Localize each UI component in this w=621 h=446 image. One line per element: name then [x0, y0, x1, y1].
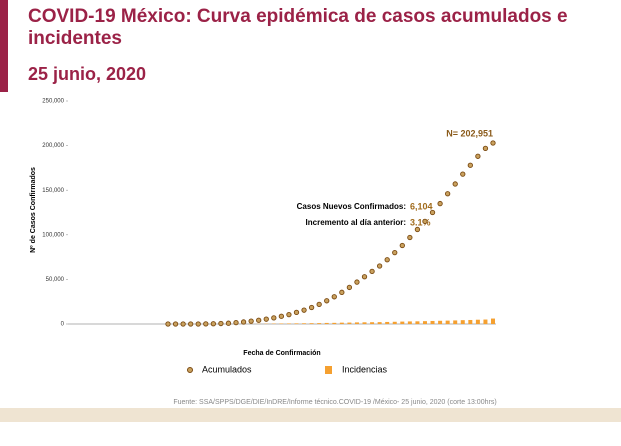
point [180, 321, 186, 327]
subtitle: 25 junio, 2020 [28, 64, 147, 84]
bar [286, 323, 291, 324]
bar [332, 322, 337, 324]
point [414, 226, 421, 233]
bar [453, 320, 458, 324]
point [316, 301, 322, 308]
bar [317, 323, 322, 324]
point [324, 298, 330, 304]
bar [362, 322, 367, 324]
point [256, 317, 262, 323]
bar [294, 323, 299, 324]
point [339, 289, 345, 295]
bar [491, 318, 495, 324]
point [278, 313, 285, 319]
increase-value: 3.1% [410, 217, 431, 227]
point [271, 315, 277, 321]
bar [354, 322, 359, 324]
point [172, 321, 179, 327]
point [437, 200, 443, 207]
bar [430, 320, 435, 324]
bar [468, 319, 473, 324]
point [452, 181, 458, 187]
point [165, 321, 171, 327]
point [429, 209, 436, 216]
bar [475, 319, 480, 324]
y-tick-label: 200,000 [42, 143, 64, 149]
bar [392, 321, 397, 324]
point [475, 153, 481, 159]
new-label: Casos Nuevos Confirmados: [297, 202, 406, 211]
point [263, 316, 269, 322]
bar [385, 321, 390, 324]
point [369, 268, 375, 275]
y-tick-label: 150,000 [42, 188, 64, 194]
bar [302, 323, 307, 324]
point [195, 321, 201, 327]
bar [438, 320, 443, 324]
point [188, 321, 194, 327]
point [210, 321, 216, 327]
point [392, 249, 398, 256]
bar [377, 322, 382, 324]
point [460, 171, 466, 177]
bar [460, 320, 465, 324]
point [384, 257, 390, 263]
point [346, 284, 353, 291]
point [225, 320, 232, 326]
point [218, 320, 224, 327]
new-value: 6,104 [410, 201, 433, 211]
bar [483, 319, 488, 324]
y-tick-label: 100,000 [42, 232, 64, 238]
x-axis-label: Fecha de Confirmación [243, 350, 320, 357]
increase-label: Incremento al día anterior: [306, 218, 406, 227]
y-tick-label: 0 [61, 322, 65, 328]
point [248, 318, 254, 324]
point [354, 279, 360, 285]
point [482, 145, 489, 152]
point [361, 274, 368, 280]
point [308, 304, 315, 311]
legend-label: Acumulados [202, 364, 252, 374]
point [286, 311, 292, 318]
point [422, 218, 428, 225]
point [240, 319, 247, 325]
bar [400, 321, 405, 324]
bar [324, 322, 329, 324]
bar [370, 322, 375, 324]
y-axis-label: Nº de Casos Confirmados [30, 167, 37, 253]
bar [347, 322, 352, 324]
legend-marker [187, 367, 193, 373]
total-annotation: N= 202,951 [446, 128, 493, 138]
bar [422, 321, 427, 324]
point [399, 242, 405, 249]
point [331, 294, 337, 300]
bar [339, 322, 344, 324]
accent-bar [0, 0, 8, 92]
point [376, 263, 383, 269]
title: COVID-19 México: Curva epidémica de caso… [28, 6, 568, 49]
point [445, 191, 451, 197]
point [293, 309, 300, 316]
point [203, 321, 209, 327]
legend-label: Incidencias [342, 364, 388, 374]
point [490, 140, 496, 146]
bar [445, 320, 450, 324]
y-tick-label: 50,000 [46, 277, 65, 283]
footer-band [0, 408, 621, 422]
y-tick-label: 250,000 [42, 99, 64, 105]
source: Fuente: SSA/SPPS/DGE/DIE/InDRE/Informe t… [173, 399, 496, 406]
point [467, 162, 473, 168]
bar [309, 323, 314, 324]
legend-marker [325, 366, 332, 374]
point [233, 320, 239, 326]
point [407, 234, 413, 241]
point [301, 307, 307, 313]
bar [407, 321, 412, 324]
bar [415, 321, 420, 324]
